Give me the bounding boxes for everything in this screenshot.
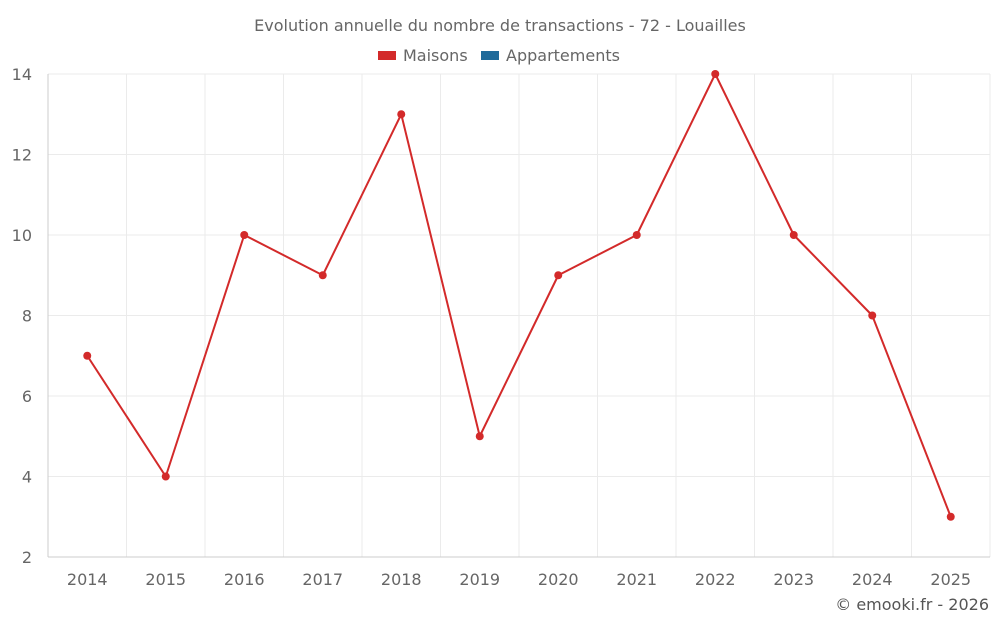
data-point[interactable]: [397, 110, 406, 119]
data-point[interactable]: [632, 231, 641, 239]
x-tick-label: 2022: [695, 570, 736, 589]
data-point[interactable]: [475, 432, 484, 441]
x-tick-label: 2024: [852, 570, 893, 589]
y-tick-label: 14: [12, 65, 32, 84]
x-tick-label: 2015: [145, 570, 186, 589]
x-tick-label: 2017: [302, 570, 343, 589]
data-point[interactable]: [946, 512, 955, 521]
x-tick-label: 2016: [224, 570, 265, 589]
x-tick-label: 2014: [67, 570, 108, 589]
y-tick-label: 6: [22, 387, 32, 406]
grid: [48, 73, 991, 557]
data-point[interactable]: [711, 70, 720, 78]
x-tick-label: 2020: [538, 570, 579, 589]
x-tick-label: 2023: [773, 570, 814, 589]
x-tick-label: 2025: [930, 570, 971, 589]
data-point[interactable]: [868, 311, 877, 320]
data-point[interactable]: [789, 231, 798, 239]
legend: Maisons Appartements: [378, 46, 620, 65]
series: [83, 70, 955, 521]
y-tick-label: 10: [12, 226, 32, 245]
legend-label-maisons: Maisons: [403, 46, 468, 65]
x-tick-label: 2019: [459, 570, 500, 589]
y-tick-label: 4: [22, 468, 32, 487]
x-tick-label: 2021: [616, 570, 657, 589]
data-point[interactable]: [83, 351, 92, 360]
x-tick-label: 2018: [381, 570, 422, 589]
legend-item-appartements[interactable]: Appartements: [481, 46, 620, 65]
data-point[interactable]: [240, 231, 249, 239]
data-point[interactable]: [554, 271, 563, 280]
legend-item-maisons[interactable]: Maisons: [378, 46, 468, 65]
y-tick-label: 8: [22, 307, 32, 326]
chart-title: Evolution annuelle du nombre de transact…: [254, 16, 746, 35]
axes: 2 4 6 8 10 12 14 2014 2015 2016 2017 2018 2019 2020 20…: [12, 65, 990, 589]
data-point[interactable]: [318, 271, 327, 280]
credit-text: © emooki.fr - 2026: [835, 595, 989, 614]
y-tick-label: 2: [22, 548, 32, 567]
legend-swatch-maisons: [378, 51, 396, 60]
legend-swatch-appartements: [481, 51, 499, 60]
legend-label-appartements: Appartements: [506, 46, 620, 65]
data-point[interactable]: [161, 472, 170, 481]
y-tick-label: 12: [12, 146, 32, 165]
series-line-maisons: [86, 73, 952, 518]
